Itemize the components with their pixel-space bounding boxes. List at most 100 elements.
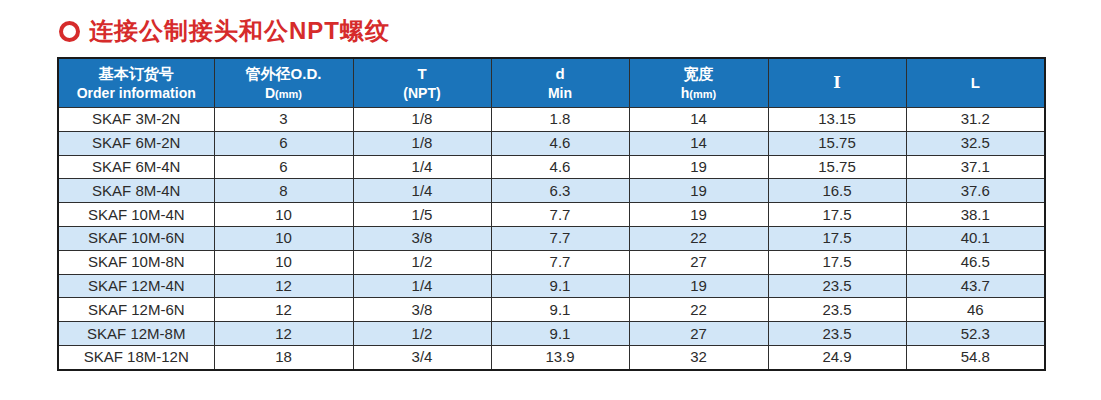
table-row: SKAF 12M-4N121/49.11923.543.7 <box>58 274 1045 298</box>
header-line2: Min <box>492 84 629 102</box>
table-cell: 16.5 <box>768 179 906 203</box>
table-cell: 54.8 <box>906 345 1045 369</box>
table-cell: SKAF 12M-4N <box>58 274 214 298</box>
table-cell: 14 <box>629 131 768 155</box>
table-cell: SKAF 10M-4N <box>58 203 214 227</box>
table-cell: 8 <box>214 179 353 203</box>
table-row: SKAF 8M-4N81/46.31916.537.6 <box>58 179 1045 203</box>
table-cell: 40.1 <box>906 226 1045 250</box>
header-line1: T <box>354 64 491 84</box>
header-outer-diameter: 管外径O.D. D(mm) <box>214 58 353 108</box>
table-cell: SKAF 10M-6N <box>58 226 214 250</box>
table-cell: 15.75 <box>768 155 906 179</box>
table-cell: 12 <box>214 274 353 298</box>
table-cell: 4.6 <box>491 131 629 155</box>
header-width-h: 宽度 h(mm) <box>629 58 768 108</box>
table-row: SKAF 12M-8M121/29.12723.552.3 <box>58 322 1045 346</box>
table-cell: 19 <box>629 155 768 179</box>
table-cell: 12 <box>214 322 353 346</box>
table-cell: 1/5 <box>353 203 491 227</box>
header-line2: (NPT) <box>354 84 491 102</box>
table-cell: 46 <box>906 298 1045 322</box>
table-cell: 32 <box>629 345 768 369</box>
spec-table-container: 基本订货号 Order information 管外径O.D. D(mm) T … <box>57 57 1045 371</box>
header-line2: D(mm) <box>215 84 353 103</box>
table-cell: 1.8 <box>491 108 629 132</box>
table-cell: 1/2 <box>353 322 491 346</box>
table-row: SKAF 6M-4N61/44.61915.7537.1 <box>58 155 1045 179</box>
table-cell: 27 <box>629 250 768 274</box>
table-cell: SKAF 6M-4N <box>58 155 214 179</box>
table-cell: 4.6 <box>491 155 629 179</box>
table-cell: SKAF 12M-8M <box>58 322 214 346</box>
table-cell: 3/8 <box>353 226 491 250</box>
table-cell: 1/4 <box>353 274 491 298</box>
header-dimension-i: I <box>768 58 906 108</box>
table-cell: 10 <box>214 203 353 227</box>
table-cell: SKAF 10M-8N <box>58 250 214 274</box>
table-cell: 31.2 <box>906 108 1045 132</box>
table-cell: SKAF 8M-4N <box>58 179 214 203</box>
table-cell: 7.7 <box>491 226 629 250</box>
table-cell: 10 <box>214 226 353 250</box>
header-line1: L <box>907 73 1045 93</box>
table-body: SKAF 3M-2N31/81.81413.1531.2SKAF 6M-2N61… <box>58 108 1045 370</box>
table-row: SKAF 12M-6N123/89.12223.546 <box>58 298 1045 322</box>
catalog-page: 连接公制接头和公NPT螺纹 基本订货号 Order information <box>0 0 1101 400</box>
table-cell: 9.1 <box>491 274 629 298</box>
table-cell: 27 <box>629 322 768 346</box>
header-d-min: d Min <box>491 58 629 108</box>
table-cell: 3/8 <box>353 298 491 322</box>
table-cell: SKAF 3M-2N <box>58 108 214 132</box>
table-cell: 38.1 <box>906 203 1045 227</box>
table-cell: 9.1 <box>491 322 629 346</box>
header-order-information: 基本订货号 Order information <box>58 58 214 108</box>
table-row: SKAF 6M-2N61/84.61415.7532.5 <box>58 131 1045 155</box>
table-row: SKAF 10M-6N103/87.72217.540.1 <box>58 226 1045 250</box>
table-row: SKAF 10M-8N101/27.72717.546.5 <box>58 250 1045 274</box>
header-line2: Order information <box>59 84 214 102</box>
table-cell: 7.7 <box>491 250 629 274</box>
table-cell: 46.5 <box>906 250 1045 274</box>
table-cell: SKAF 6M-2N <box>58 131 214 155</box>
header-line2: h(mm) <box>630 84 768 103</box>
table-cell: 22 <box>629 226 768 250</box>
table-cell: 13.9 <box>491 345 629 369</box>
table-cell: 15.75 <box>768 131 906 155</box>
table-cell: 6 <box>214 131 353 155</box>
table-cell: 17.5 <box>768 250 906 274</box>
table-cell: 13.15 <box>768 108 906 132</box>
table-cell: 3/4 <box>353 345 491 369</box>
table-cell: 12 <box>214 298 353 322</box>
table-cell: 17.5 <box>768 203 906 227</box>
table-cell: 19 <box>629 203 768 227</box>
table-cell: 1/2 <box>353 250 491 274</box>
table-cell: 19 <box>629 179 768 203</box>
table-cell: 1/4 <box>353 155 491 179</box>
table-cell: 24.9 <box>768 345 906 369</box>
circle-bullet-icon <box>59 21 80 42</box>
table-header: 基本订货号 Order information 管外径O.D. D(mm) T … <box>58 58 1045 108</box>
table-cell: 32.5 <box>906 131 1045 155</box>
header-thread-npt: T (NPT) <box>353 58 491 108</box>
table-cell: 22 <box>629 298 768 322</box>
table-cell: 23.5 <box>768 274 906 298</box>
spec-table: 基本订货号 Order information 管外径O.D. D(mm) T … <box>57 57 1046 371</box>
header-line1: 管外径O.D. <box>215 64 353 84</box>
header-line1: 基本订货号 <box>59 64 214 84</box>
table-cell: 37.1 <box>906 155 1045 179</box>
header-line1: I <box>769 73 906 93</box>
table-cell: 1/4 <box>353 179 491 203</box>
table-cell: 23.5 <box>768 298 906 322</box>
table-cell: 6 <box>214 155 353 179</box>
table-cell: 52.3 <box>906 322 1045 346</box>
table-cell: 43.7 <box>906 274 1045 298</box>
table-row: SKAF 3M-2N31/81.81413.1531.2 <box>58 108 1045 132</box>
header-line1: d <box>492 64 629 84</box>
table-cell: 7.7 <box>491 203 629 227</box>
table-cell: 14 <box>629 108 768 132</box>
table-cell: 1/8 <box>353 131 491 155</box>
table-cell: 23.5 <box>768 322 906 346</box>
table-cell: 10 <box>214 250 353 274</box>
page-title: 连接公制接头和公NPT螺纹 <box>89 17 390 45</box>
